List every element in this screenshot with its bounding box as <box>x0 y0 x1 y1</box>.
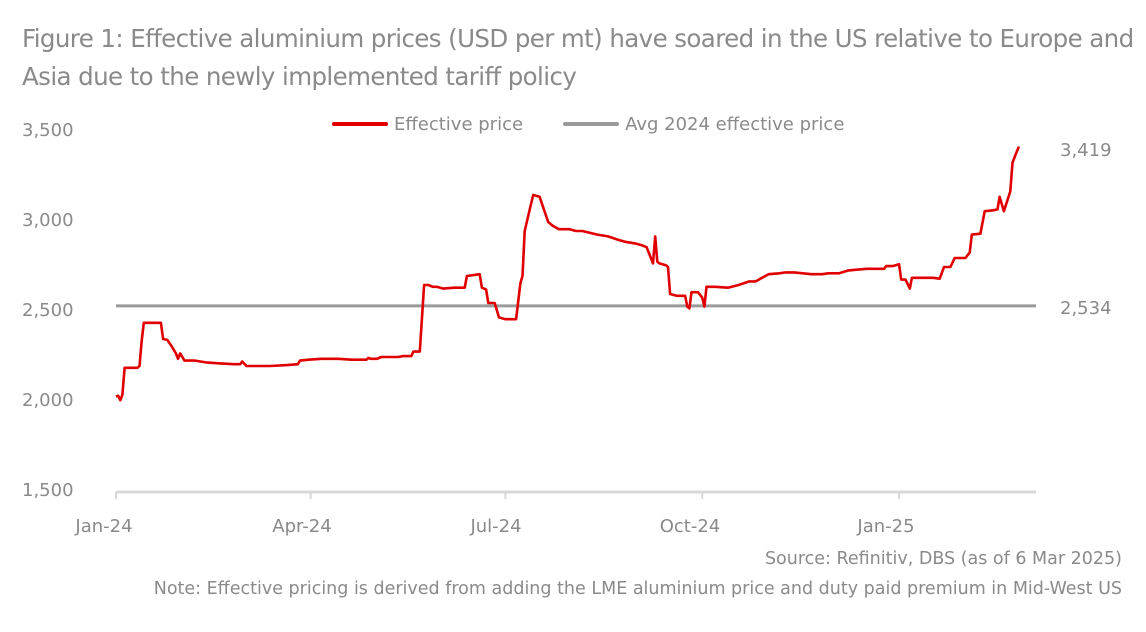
y-tick-label: 3,000 <box>22 210 74 231</box>
end-label-avg-2024: 2,534 <box>1060 298 1112 319</box>
source-text: Source: Refinitiv, DBS (as of 6 Mar 2025… <box>764 549 1122 569</box>
x-tick-label: Apr-24 <box>272 516 332 537</box>
end-label-effective-price: 3,419 <box>1060 140 1112 161</box>
chart-title: Figure 1: Effective aluminium prices (US… <box>22 24 1134 91</box>
legend-swatch-effective-price <box>332 122 388 126</box>
y-tick-label: 2,500 <box>22 300 74 321</box>
series-line-effective-price <box>115 146 1021 402</box>
note-text: Note: Effective pricing is derived from … <box>153 579 1122 599</box>
x-tick-label: Jan-24 <box>75 516 133 537</box>
legend-label-avg-2024: Avg 2024 effective price <box>625 113 845 135</box>
x-tick-label: Jan-25 <box>857 516 915 537</box>
legend-swatch-avg-2024 <box>563 122 620 126</box>
y-tick-label: 1,500 <box>22 480 74 501</box>
x-tick-label: Oct-24 <box>659 516 721 537</box>
y-tick-label: 2,000 <box>22 390 74 411</box>
legend-item-avg-2024: Avg 2024 effective price <box>563 114 844 135</box>
legend: Effective price Avg 2024 effective price <box>332 112 884 136</box>
legend-item-effective-price: Effective price <box>332 114 523 135</box>
legend-label-effective-price: Effective price <box>394 113 524 135</box>
y-tick-label: 3,500 <box>22 120 74 141</box>
x-tick-label: Jul-24 <box>470 516 522 537</box>
